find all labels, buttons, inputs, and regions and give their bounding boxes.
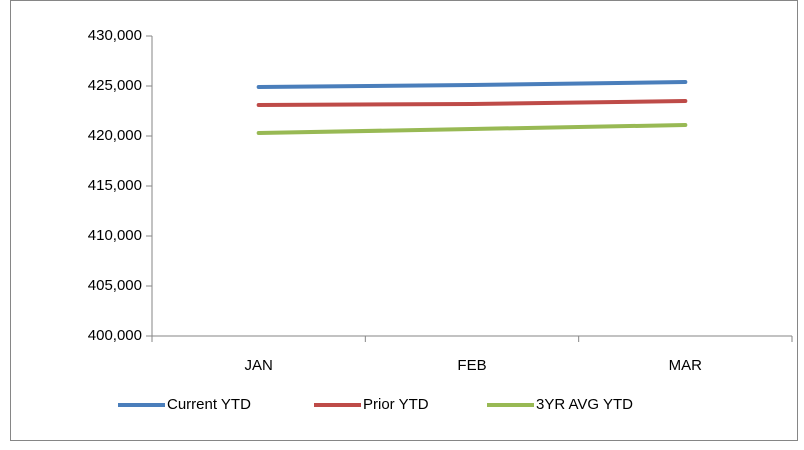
x-tick-label: JAN	[244, 357, 272, 374]
y-tick-label: 425,000	[88, 77, 142, 94]
legend-label: Current YTD	[167, 396, 251, 413]
y-tick-label: 410,000	[88, 227, 142, 244]
x-tick-label: FEB	[457, 357, 486, 374]
y-tick-label: 420,000	[88, 127, 142, 144]
legend-label: Prior YTD	[363, 396, 429, 413]
chart-border	[10, 0, 798, 441]
y-tick-label: 415,000	[88, 177, 142, 194]
series-line	[256, 99, 688, 107]
series-line	[256, 80, 688, 89]
series-line	[256, 123, 688, 135]
x-tick-label: MAR	[669, 357, 703, 374]
y-tick-label: 405,000	[88, 277, 142, 294]
y-tick-label: 400,000	[88, 327, 142, 344]
y-tick-label: 430,000	[88, 27, 142, 44]
legend-label: 3YR AVG YTD	[536, 396, 633, 413]
